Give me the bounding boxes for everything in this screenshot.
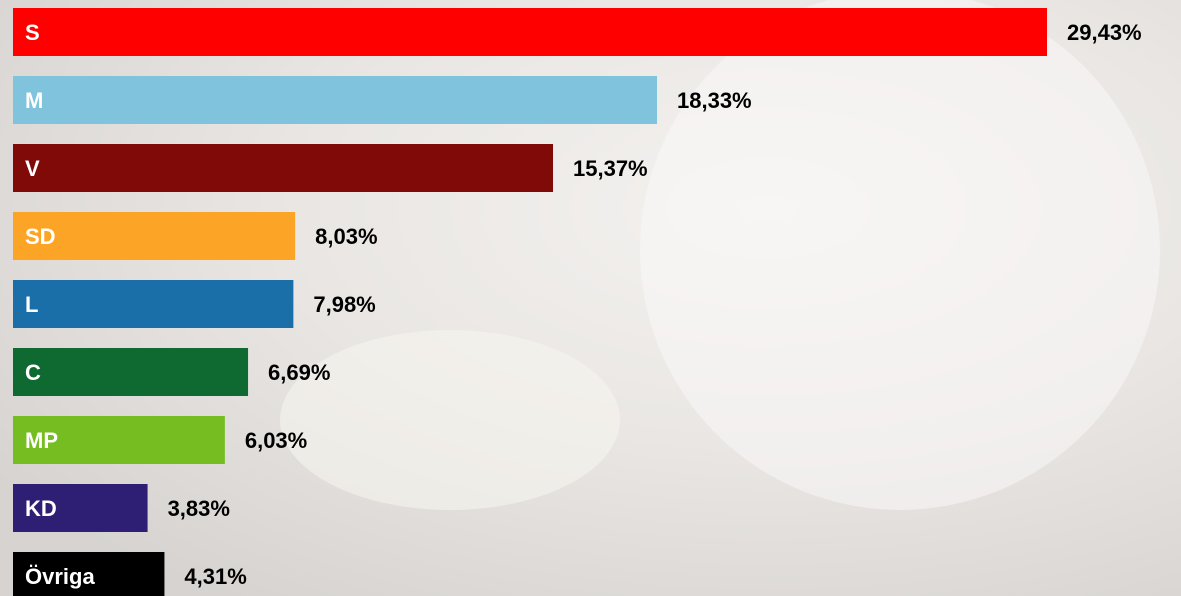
bar-label: KD [25, 496, 57, 521]
bar-label: L [25, 292, 38, 317]
bar [13, 144, 553, 192]
background-decoration [280, 330, 620, 510]
value-label: 15,37% [573, 156, 648, 181]
bar-label: Övriga [25, 564, 95, 589]
chart: S 29,43% M 18,33% V 15,37% SD 8,03% L 7,98% C 6,69%… [0, 0, 1181, 596]
bar [13, 76, 657, 124]
bar [13, 348, 248, 396]
value-label: 18,33% [677, 88, 752, 113]
value-label: 29,43% [1067, 20, 1142, 45]
page: S 29,43% M 18,33% V 15,37% SD 8,03% L 7,98% C 6,69%… [0, 0, 1181, 596]
bar-label: V [25, 156, 40, 181]
bar-label: S [25, 20, 40, 45]
value-label: 8,03% [315, 224, 377, 249]
bar-label: SD [25, 224, 56, 249]
bar [13, 8, 1047, 56]
value-label: 6,03% [245, 428, 307, 453]
bar [13, 280, 293, 328]
bar-label: M [25, 88, 43, 113]
bar-label: MP [25, 428, 58, 453]
background-decoration [640, 0, 1160, 510]
value-label: 7,98% [313, 292, 375, 317]
value-label: 4,31% [184, 564, 246, 589]
value-label: 3,83% [168, 496, 230, 521]
value-label: 6,69% [268, 360, 330, 385]
bar-label: C [25, 360, 41, 385]
